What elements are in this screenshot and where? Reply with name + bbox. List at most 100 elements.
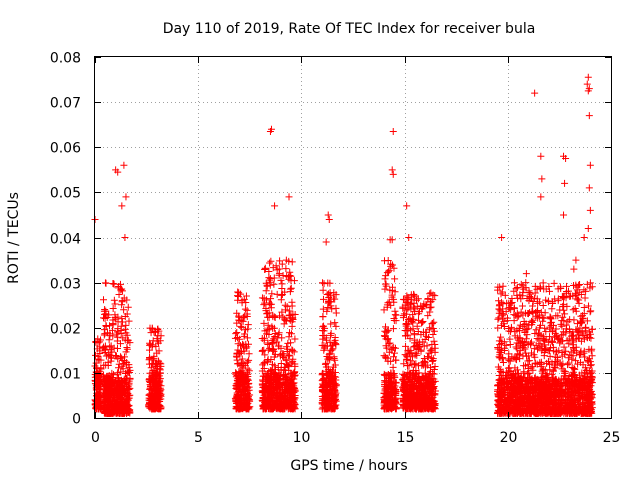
data-point: [391, 344, 399, 352]
data-point: [118, 315, 126, 323]
data-point: [533, 335, 541, 343]
data-point: [424, 403, 432, 411]
data-point: [111, 378, 119, 386]
data-point: [498, 288, 506, 296]
data-point: [570, 380, 578, 388]
data-point: [152, 375, 160, 383]
data-point: [530, 345, 538, 353]
data-point: [570, 281, 578, 289]
data-point: [402, 299, 410, 307]
data-point: [382, 323, 390, 331]
data-point: [413, 370, 421, 378]
data-point: [495, 397, 503, 405]
data-point: [235, 289, 243, 297]
data-point: [276, 312, 284, 320]
data-point: [123, 385, 131, 393]
data-point: [244, 358, 252, 366]
data-point: [572, 343, 580, 351]
data-point: [543, 375, 551, 383]
data-point: [582, 323, 590, 331]
data-point: [520, 321, 528, 329]
data-point: [287, 386, 295, 394]
data-point: [567, 348, 575, 356]
data-point: [236, 317, 244, 325]
data-point: [531, 408, 539, 416]
data-point: [156, 389, 164, 397]
data-point: [534, 314, 542, 322]
data-point: [546, 352, 554, 360]
data-point: [238, 323, 246, 331]
data-point: [526, 376, 534, 384]
data-point: [390, 349, 398, 357]
data-point: [402, 320, 410, 328]
data-point: [109, 397, 117, 405]
data-point: [323, 352, 331, 360]
data-point: [544, 395, 552, 403]
data-point: [494, 345, 502, 353]
data-point: [388, 287, 396, 295]
data-point: [510, 317, 518, 325]
data-point: [107, 354, 115, 362]
data-point: [571, 365, 579, 373]
data-point: [263, 281, 271, 289]
data-point: [537, 398, 545, 406]
data-point: [265, 314, 273, 322]
data-point: [107, 353, 115, 361]
data-point: [275, 331, 283, 339]
data-point: [535, 336, 543, 344]
data-point: [401, 296, 409, 304]
data-point: [91, 396, 99, 404]
data-point: [557, 385, 565, 393]
data-point: [500, 317, 508, 325]
data-point: [108, 379, 116, 387]
data-point: [245, 356, 253, 364]
data-point: [420, 342, 428, 350]
data-point: [387, 374, 395, 382]
data-point: [95, 356, 103, 364]
data-point: [381, 275, 389, 283]
data-point: [400, 377, 408, 385]
data-point: [411, 336, 419, 344]
data-point: [266, 276, 274, 284]
data-point: [427, 385, 435, 393]
data-point: [550, 390, 558, 398]
data-point: [330, 404, 338, 412]
data-point: [403, 321, 411, 329]
data-point: [559, 302, 567, 310]
data-point: [327, 320, 335, 328]
data-point: [281, 364, 289, 372]
data-point: [101, 279, 109, 287]
data-point: [405, 362, 413, 370]
data-point: [586, 394, 594, 402]
data-point: [513, 283, 521, 291]
data-point: [494, 391, 502, 399]
data-point: [546, 344, 554, 352]
data-point: [238, 404, 246, 412]
data-point: [118, 318, 126, 326]
data-point: [259, 372, 267, 380]
data-point: [506, 335, 514, 343]
data-point: [496, 301, 504, 309]
data-point: [389, 325, 397, 333]
data-point: [102, 404, 110, 412]
data-point: [383, 269, 391, 277]
data-point: [391, 311, 399, 319]
data-point: [273, 338, 281, 346]
data-point: [125, 317, 133, 325]
data-point: [329, 374, 337, 382]
data-point: [495, 314, 503, 322]
data-point: [554, 285, 562, 293]
data-point: [390, 344, 398, 352]
data-point: [157, 332, 165, 340]
data-point: [540, 406, 548, 414]
data-point: [571, 347, 579, 355]
data-point: [580, 310, 588, 318]
data-point: [413, 322, 421, 330]
data-point: [105, 336, 113, 344]
data-point: [288, 302, 296, 310]
data-point: [577, 358, 585, 366]
data-point: [565, 359, 573, 367]
data-point: [290, 277, 298, 285]
data-point: [271, 329, 279, 337]
